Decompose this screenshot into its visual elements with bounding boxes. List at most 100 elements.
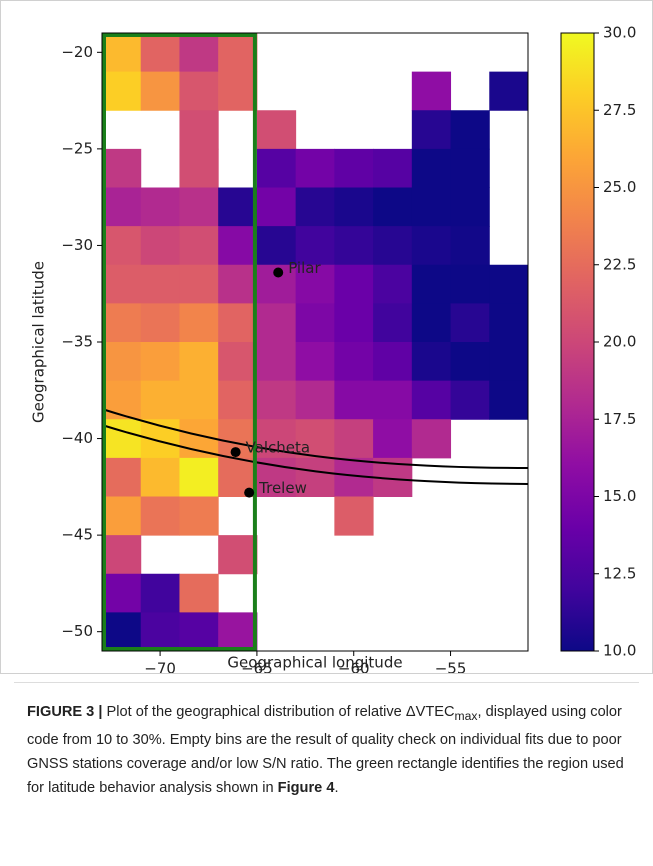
heatmap-cell	[334, 496, 374, 536]
heatmap-cell	[179, 148, 219, 188]
heatmap-cell	[256, 226, 297, 266]
heatmap-cell	[489, 342, 529, 382]
heatmap-cell	[140, 71, 180, 111]
heatmap-cell	[140, 380, 180, 420]
heatmap-cell	[179, 110, 219, 150]
caption-text: .	[334, 779, 339, 796]
heatmap-cell	[102, 535, 142, 575]
heatmap-cell	[102, 342, 142, 382]
heatmap-cell	[140, 264, 180, 304]
caption: FIGURE 3 | Plot of the geographical dist…	[27, 700, 627, 800]
colorbar-tick-label: 17.5	[603, 410, 636, 428]
heatmap-cell	[179, 342, 219, 382]
x-tick-label: −60	[338, 660, 370, 674]
heatmap-cell	[218, 342, 258, 382]
separator	[14, 682, 639, 683]
heatmap-cell	[411, 303, 452, 343]
heatmap-cell	[373, 380, 413, 420]
heatmap-cell	[179, 187, 219, 227]
heatmap-cell	[373, 148, 413, 188]
heatmap-cell	[218, 303, 258, 343]
heatmap-cell	[140, 457, 180, 497]
heatmap-cell	[256, 380, 297, 420]
y-tick-label: −20	[61, 43, 93, 61]
heatmap-cell	[489, 303, 529, 343]
heatmap-cell	[179, 33, 219, 73]
heatmap-cell	[140, 303, 180, 343]
chart: Geographical longitude Geographical lati…	[30, 24, 637, 678]
y-tick-label: −30	[61, 236, 93, 254]
heatmap-cell	[334, 148, 374, 188]
colorbar-tick-label: 10.0	[603, 642, 636, 660]
heatmap-cell	[411, 342, 452, 382]
heatmap-cell	[334, 187, 374, 227]
heatmap-cell	[334, 419, 374, 459]
heatmap-cell	[411, 148, 452, 188]
heatmap-cell	[334, 342, 374, 382]
heatmap-cell	[295, 457, 335, 497]
heatmap-cell	[373, 342, 413, 382]
x-axis-label: Geographical longitude	[227, 654, 402, 672]
heatmap-cell	[256, 187, 297, 227]
heatmap-cell	[102, 573, 142, 613]
heatmap-cell	[411, 187, 452, 227]
heatmap-cell	[373, 303, 413, 343]
heatmap-cell	[179, 303, 219, 343]
colorbar-tick-label: 15.0	[603, 487, 636, 505]
heatmap-cell	[489, 380, 529, 420]
heatmap-cell	[334, 303, 374, 343]
heatmap-cell	[450, 226, 490, 266]
heatmap-cell	[295, 342, 335, 382]
figure: Geographical longitude Geographical lati…	[0, 0, 653, 678]
heatmap-cell	[102, 33, 142, 73]
heatmap-cell	[411, 380, 452, 420]
caption-label: FIGURE 3 |	[27, 704, 103, 720]
heatmap-cell	[450, 148, 490, 188]
y-tick-label: −50	[61, 622, 93, 640]
heatmap-cell	[179, 226, 219, 266]
station-label: Trelew	[258, 479, 307, 497]
heatmap-cell	[411, 419, 452, 459]
heatmap-cell	[218, 71, 258, 111]
heatmap-cell	[295, 226, 335, 266]
station-label: Valcheta	[246, 439, 311, 457]
heatmap-cell	[295, 380, 335, 420]
y-tick-label: −45	[61, 526, 93, 544]
heatmap-cell	[411, 110, 452, 150]
heatmap-cell	[295, 187, 335, 227]
heatmap-cell	[140, 496, 180, 536]
y-tick-label: −25	[61, 139, 93, 157]
heatmap-cell	[102, 264, 142, 304]
heatmap-cell	[218, 535, 258, 575]
heatmap-cell	[179, 71, 219, 111]
heatmap-cell	[256, 148, 297, 188]
heatmap-cell	[295, 148, 335, 188]
colorbar-tick-label: 20.0	[603, 333, 636, 351]
heatmap-cell	[140, 612, 180, 652]
colorbar-tick-label: 22.5	[603, 255, 636, 273]
heatmap-cell	[102, 148, 142, 188]
heatmap-cell	[256, 342, 297, 382]
heatmap-cell	[450, 264, 490, 304]
heatmap-cell	[179, 612, 219, 652]
heatmap-cell	[411, 71, 452, 111]
heatmap-cell	[295, 264, 335, 304]
heatmap-cell	[218, 226, 258, 266]
caption-text: , displayed using color code from 10 to …	[27, 704, 624, 796]
heatmap-cell	[140, 342, 180, 382]
heatmap-cell	[489, 264, 529, 304]
boundary-curve	[101, 424, 529, 485]
heatmap-cell	[489, 71, 529, 111]
heatmap-cell	[179, 264, 219, 304]
colorbar-tick-label: 30.0	[603, 24, 636, 42]
heatmap-cell	[295, 419, 335, 459]
colorbar-tick-label: 27.5	[603, 101, 636, 119]
station-marker	[230, 447, 241, 458]
heatmap-cell	[102, 187, 142, 227]
colorbar	[560, 32, 595, 652]
heatmap-cell	[140, 33, 180, 73]
heatmap-cell	[334, 380, 374, 420]
heatmap-cell	[334, 264, 374, 304]
heatmap-cell	[450, 187, 490, 227]
x-tick-label: −70	[144, 660, 176, 674]
